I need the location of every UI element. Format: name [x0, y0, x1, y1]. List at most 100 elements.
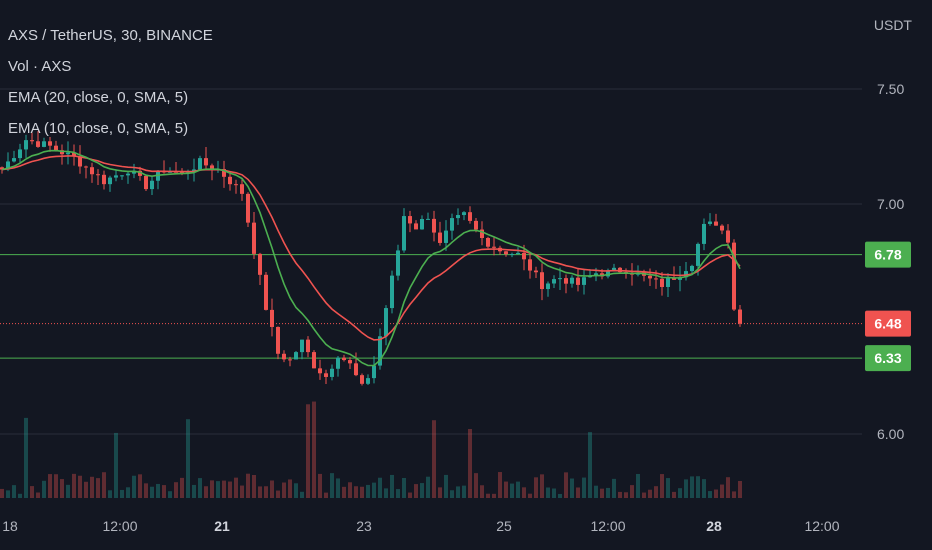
volume-bar — [156, 483, 160, 498]
candle-body — [402, 216, 406, 251]
candle-body — [138, 170, 142, 176]
volume-bar — [276, 490, 280, 498]
candle-body — [144, 175, 148, 190]
candle-body — [24, 140, 28, 150]
volume-bar — [30, 486, 34, 498]
candle-body — [150, 180, 154, 190]
volume-bar — [24, 417, 28, 498]
price-tick-label: 7.50 — [877, 81, 904, 97]
volume-bar — [588, 432, 592, 498]
volume-bar — [714, 489, 718, 498]
time-axis[interactable]: 18 12:00 21 23 25 12:00 28 12:00 — [2, 518, 840, 534]
ema-lines — [1, 149, 741, 367]
time-tick-label: 23 — [356, 518, 372, 534]
candle-body — [78, 156, 82, 167]
candle-body — [666, 277, 670, 287]
volume-bar — [456, 486, 460, 498]
volume-bar — [264, 486, 268, 498]
candle-body — [468, 212, 472, 221]
candle-body — [312, 352, 316, 369]
volume-bar — [468, 429, 472, 498]
candle-body — [522, 252, 526, 260]
volume-bar — [102, 472, 106, 498]
candle-body — [660, 278, 664, 287]
volume-bar — [126, 487, 130, 498]
volume-bar — [36, 492, 40, 498]
volume-bar — [378, 477, 382, 498]
candle-body — [462, 212, 466, 216]
candle-body — [450, 218, 454, 231]
candle-body — [270, 309, 274, 327]
candle-body — [294, 352, 298, 360]
volume-bar — [462, 485, 466, 498]
volume-bar — [60, 479, 64, 498]
candle-body — [276, 326, 280, 354]
volume-bar — [396, 489, 400, 498]
time-tick-label: 21 — [214, 518, 230, 534]
time-tick-label: 12:00 — [804, 518, 839, 534]
volume-bar — [360, 486, 364, 498]
volume-bar — [144, 483, 148, 498]
volume-bar — [258, 486, 262, 498]
candle-body — [408, 216, 412, 224]
candle-body — [72, 152, 76, 157]
volume-bar — [72, 473, 76, 498]
volume-bar — [528, 493, 532, 498]
candle-body — [438, 232, 442, 243]
candle-body — [654, 278, 658, 280]
candle-body — [426, 218, 430, 220]
candle-body — [42, 141, 46, 147]
candle-body — [126, 173, 130, 176]
level-0-badge — [865, 241, 911, 268]
volume-bar — [162, 485, 166, 498]
volume-bar — [408, 492, 412, 498]
time-tick-label: 28 — [706, 518, 722, 534]
candle-body — [336, 357, 340, 369]
candle-body — [558, 278, 562, 280]
candle-body — [546, 283, 550, 290]
level-1-label: 6.33 — [874, 350, 901, 366]
candle-body — [486, 237, 490, 247]
volume-bar — [486, 493, 490, 498]
volume-bar — [420, 483, 424, 498]
volume-bar — [540, 474, 544, 498]
ema10-indicator-label[interactable]: EMA (10, close, 0, SMA, 5) — [8, 120, 189, 137]
candle-body — [396, 250, 400, 276]
last-price-badge — [865, 310, 911, 337]
volume-bar — [18, 493, 22, 498]
volume-bar — [414, 484, 418, 498]
candle-body — [414, 223, 418, 230]
symbol-title[interactable]: AXS / TetherUS, 30, BINANCE — [8, 27, 213, 44]
volume-bar — [498, 472, 502, 498]
volume-bar — [480, 485, 484, 498]
ema20-indicator-label[interactable]: EMA (20, close, 0, SMA, 5) — [8, 89, 189, 106]
volume-bar — [636, 473, 640, 498]
candle-body — [168, 171, 172, 173]
volume-bar — [216, 481, 220, 498]
volume-bar — [516, 481, 520, 498]
volume-indicator-label[interactable]: Vol · AXS — [8, 58, 72, 75]
volume-bar — [690, 476, 694, 498]
candle-body — [732, 242, 736, 310]
candle-body — [300, 339, 304, 353]
volume-bar — [114, 432, 118, 498]
grid-lines — [0, 88, 862, 435]
volume-bar — [282, 482, 286, 498]
candle-body — [228, 176, 232, 185]
candle-body — [120, 175, 124, 177]
volume-bar — [210, 480, 214, 498]
volume-bar — [54, 474, 58, 498]
volume-bar — [612, 478, 616, 498]
price-axis[interactable]: USDT 7.50 7.00 6.00 — [874, 17, 913, 442]
volume-bar — [354, 486, 358, 498]
volume-bar — [654, 486, 658, 498]
horizontal-level-lines[interactable]: 6.78 6.33 6.48 — [0, 241, 911, 372]
candle-body — [516, 252, 520, 255]
volume-bar — [696, 476, 700, 498]
candle-body — [330, 368, 334, 377]
candle-body — [198, 158, 202, 170]
volume-bar — [660, 474, 664, 498]
candle-body — [492, 246, 496, 248]
volume-bar — [150, 486, 154, 498]
